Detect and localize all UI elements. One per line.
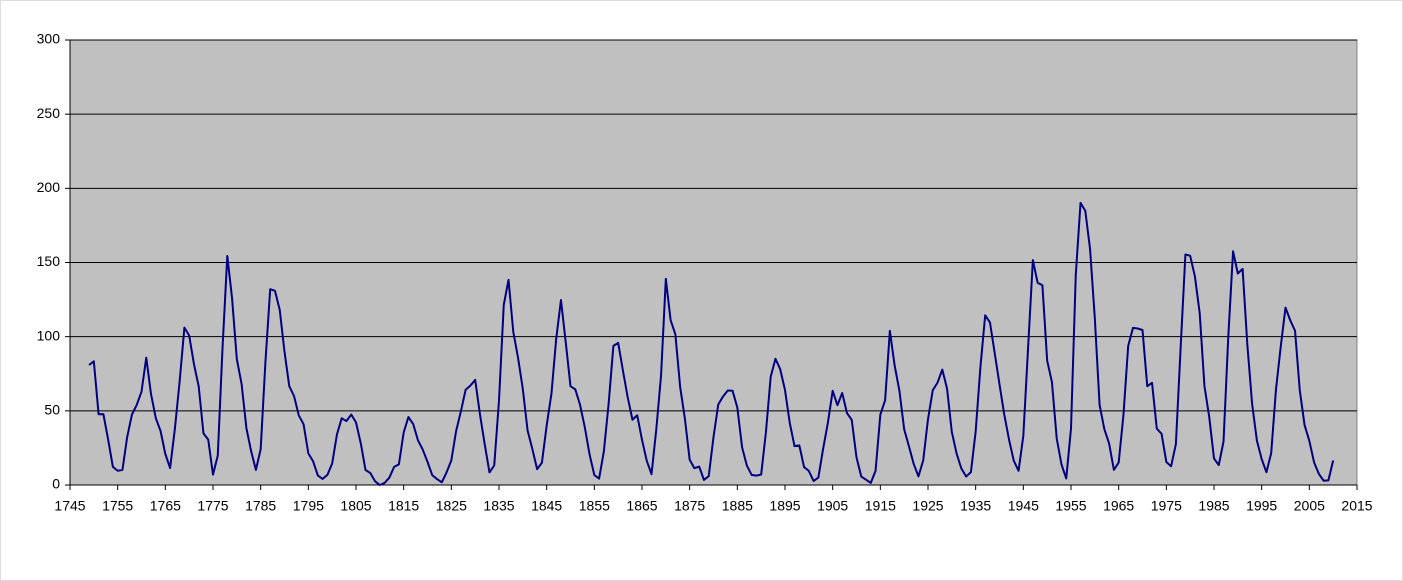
x-tick-label: 1975	[1151, 498, 1182, 514]
x-tick-label: 1785	[245, 498, 276, 514]
y-tick-label: 0	[52, 476, 60, 492]
x-tick-label: 1745	[54, 498, 85, 514]
x-tick-label: 1945	[1008, 498, 1039, 514]
x-tick-label: 1935	[960, 498, 991, 514]
x-tick-label: 1915	[865, 498, 896, 514]
x-tick-label: 1965	[1103, 498, 1134, 514]
data-line	[88, 201, 1335, 486]
x-tick-label: 1865	[626, 498, 657, 514]
x-tick-label: 1875	[674, 498, 705, 514]
x-tick-label: 1755	[102, 498, 133, 514]
x-tick-label: 1845	[531, 498, 562, 514]
x-tick-label: 1955	[1055, 498, 1086, 514]
x-tick-label: 1905	[817, 498, 848, 514]
x-tick-label: 1835	[483, 498, 514, 514]
x-tick-label: 1995	[1246, 498, 1277, 514]
x-tick-label: 1895	[769, 498, 800, 514]
y-tick-label: 250	[37, 105, 61, 121]
x-tick-label: 2005	[1294, 498, 1325, 514]
x-tick-label: 2015	[1341, 498, 1372, 514]
x-tick-label: 1795	[293, 498, 324, 514]
x-tick-label: 1925	[912, 498, 943, 514]
x-tick-label: 1825	[436, 498, 467, 514]
x-tick-label: 1855	[579, 498, 610, 514]
x-tick-label: 1815	[388, 498, 419, 514]
y-tick-label: 300	[37, 31, 61, 47]
x-tick-label: 1765	[150, 498, 181, 514]
x-tick-label: 1885	[722, 498, 753, 514]
y-tick-label: 100	[37, 327, 61, 343]
y-tick-label: 200	[37, 179, 61, 195]
y-tick-label: 50	[44, 402, 60, 418]
y-tick-label: 150	[37, 253, 61, 269]
x-tick-label: 1985	[1198, 498, 1229, 514]
x-tick-label: 1805	[340, 498, 371, 514]
x-tick-label: 1775	[197, 498, 228, 514]
